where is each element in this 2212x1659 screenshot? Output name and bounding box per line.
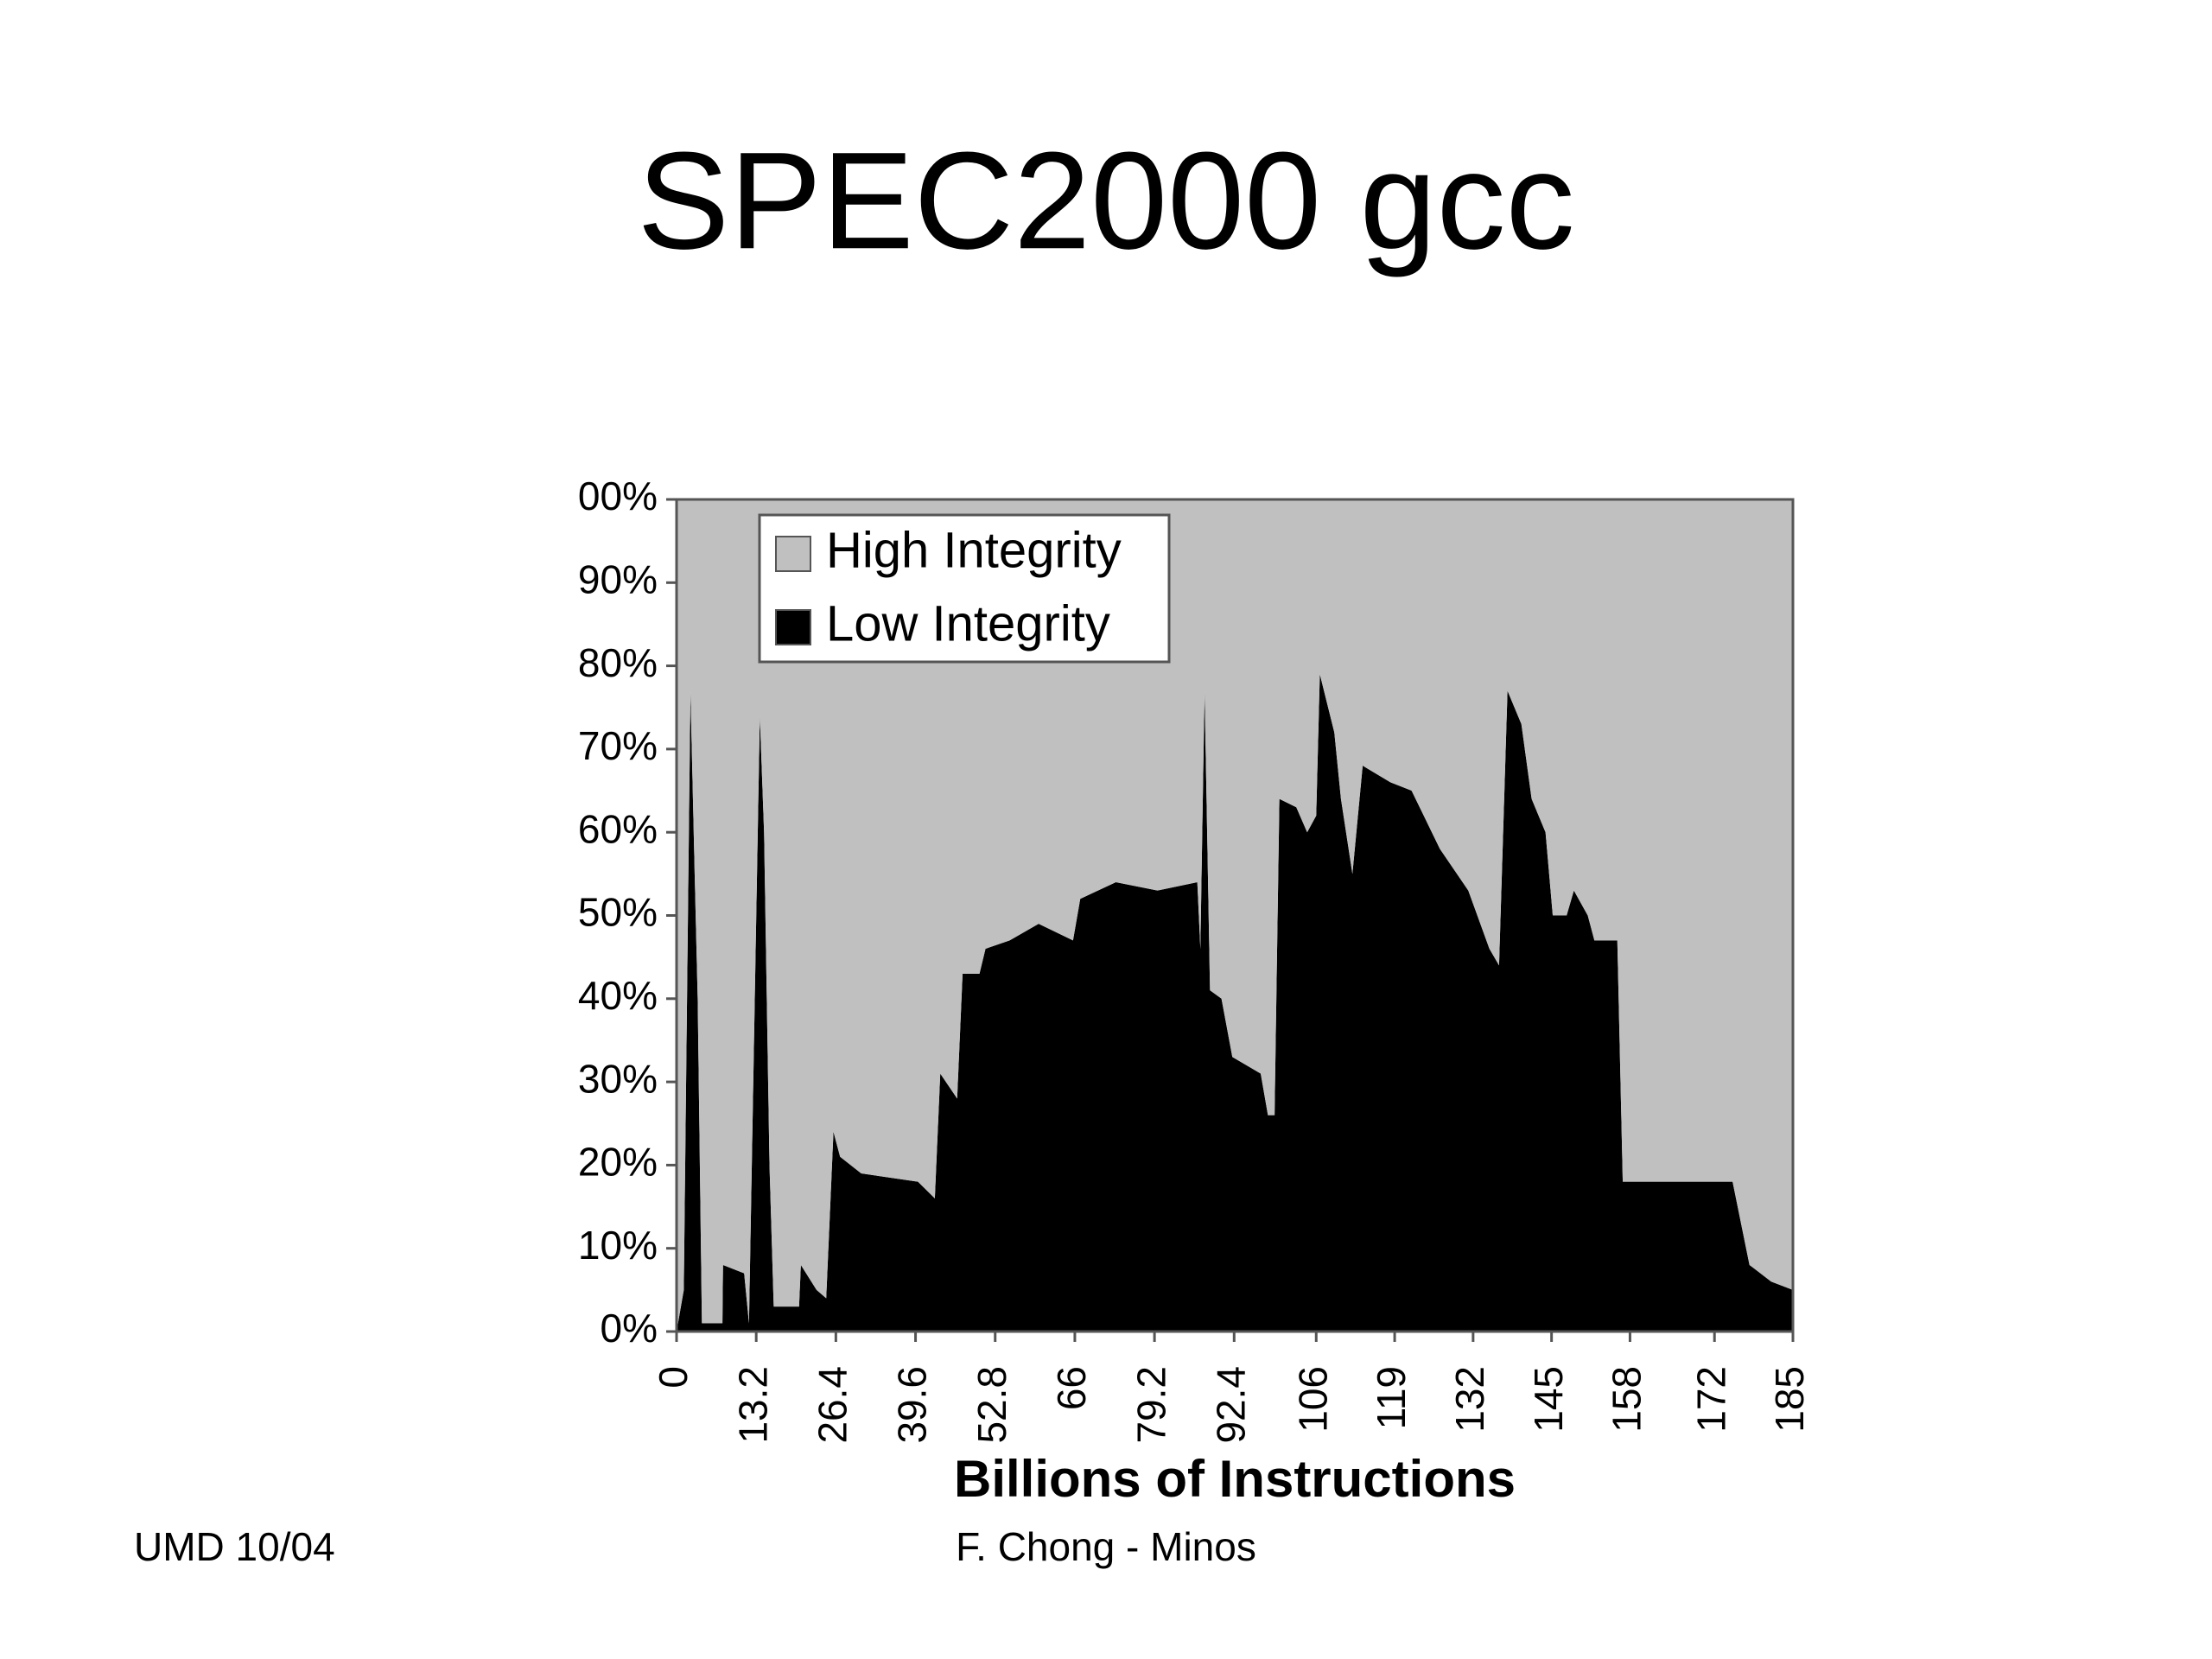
x-tick-label: 119 — [1369, 1366, 1414, 1429]
x-tick-label: 0 — [651, 1366, 696, 1389]
legend-box — [758, 513, 1171, 664]
legend: High Integrity Low Integrity — [758, 513, 1171, 664]
footer-center: F. Chong - Minos — [956, 1524, 1256, 1569]
x-tick-label: 79.2 — [1128, 1366, 1173, 1444]
y-tick-label: 70% — [578, 723, 658, 768]
x-tick-label: 52.8 — [969, 1366, 1014, 1444]
x-tick-label: 132 — [1447, 1366, 1492, 1433]
x-tick-label: 172 — [1688, 1366, 1733, 1433]
legend-label: Low Integrity — [826, 595, 1110, 652]
legend-swatch — [775, 536, 811, 572]
x-tick-label: 185 — [1767, 1366, 1812, 1433]
legend-label: High Integrity — [826, 522, 1122, 578]
slide-title: SPEC2000 gcc — [637, 123, 1574, 277]
y-tick-label: 30% — [578, 1056, 658, 1101]
y-tick-label: 10% — [578, 1223, 658, 1268]
y-tick-label: 60% — [578, 806, 658, 851]
area-series — [677, 499, 1793, 1332]
y-tick-label: 90% — [578, 556, 658, 601]
x-tick-label: 66 — [1049, 1366, 1094, 1410]
area-series — [677, 674, 1793, 1332]
x-tick-label: 145 — [1526, 1366, 1571, 1433]
x-axis-label: Billions of Instructions — [954, 1450, 1516, 1508]
y-tick-label: 50% — [578, 890, 658, 935]
footer-left: UMD 10/04 — [134, 1524, 335, 1569]
legend-swatch — [775, 609, 811, 645]
chart: 0% 10% 20% 30% 40% 50% 60% 70% 80% 90% 00% 0 13.2 26.… — [578, 474, 1812, 1508]
x-tick-label: 92.4 — [1208, 1366, 1253, 1444]
y-tick-label: 0% — [601, 1306, 658, 1351]
x-tick-label: 158 — [1605, 1366, 1649, 1433]
x-tick-label: 13.2 — [730, 1366, 775, 1444]
y-tick-label: 80% — [578, 640, 658, 685]
y-tick-label: 20% — [578, 1140, 658, 1185]
y-tick-label: 40% — [578, 973, 658, 1018]
x-tick-label: 39.6 — [890, 1366, 935, 1444]
x-tick-label: 106 — [1290, 1366, 1335, 1433]
y-tick-label: 00% — [578, 474, 658, 518]
x-tick-label: 26.4 — [810, 1366, 855, 1444]
